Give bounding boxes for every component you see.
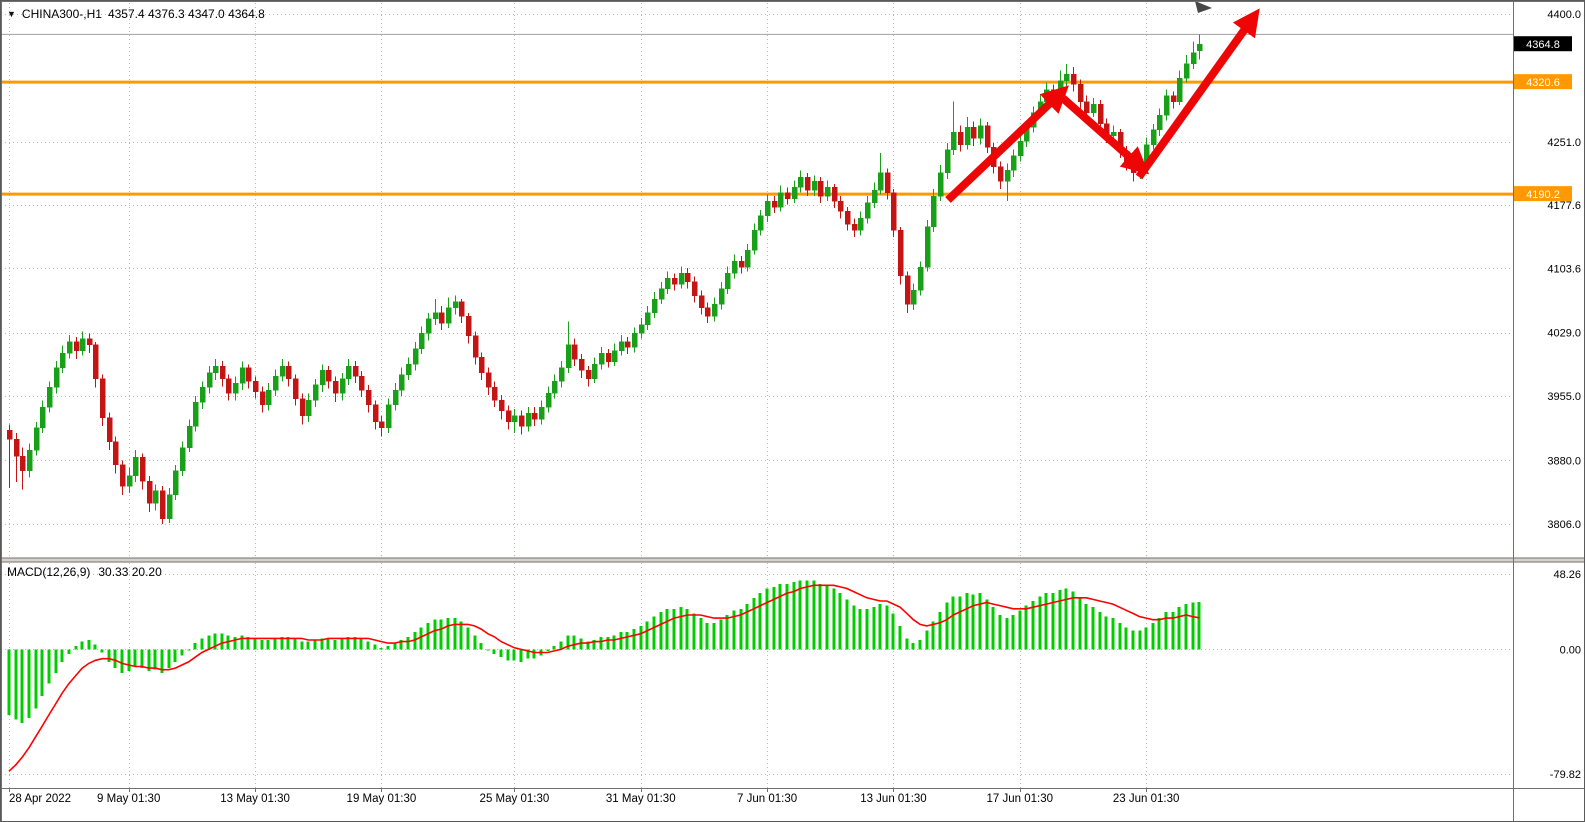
macd-axis-label: 48.26	[1553, 569, 1581, 581]
time-scale[interactable]: 28 Apr 2022 9 May 01:30 13 May 01:30 19 May…	[9, 788, 1179, 805]
price-axis-label: 4251.0	[1547, 137, 1581, 149]
price-axis-label: 4103.6	[1547, 263, 1581, 275]
mouse-cursor	[1195, 1, 1212, 13]
candlestick-series	[6, 34, 1203, 524]
macd-header: MACD(12,26,9) 30.33 20.20	[7, 565, 162, 579]
time-axis-label: 13 May 01:30	[220, 793, 290, 805]
time-axis-label: 28 Apr 2022	[9, 793, 71, 805]
macd-axis-label: -79.82	[1550, 769, 1581, 781]
price-axis-label: 3806.0	[1547, 519, 1581, 531]
time-axis-label: 25 May 01:30	[480, 793, 550, 805]
macd-indicator-values: 30.33 20.20	[98, 565, 162, 579]
price-axis-label: 3880.0	[1547, 455, 1581, 467]
time-axis-label: 23 Jun 01:30	[1113, 793, 1180, 805]
horizontal-price-lines[interactable]	[1, 33, 1513, 196]
ohlc-values: 4357.4 4376.3 4347.0 4364.8	[107, 7, 265, 21]
macd-signal-line	[8, 584, 1200, 772]
price-badge-label: 4364.8	[1526, 39, 1560, 51]
price-badge-label: 4320.6	[1526, 77, 1560, 89]
macd-gridlines	[1, 574, 1513, 775]
price-axis-label: 4029.0	[1547, 328, 1581, 340]
price-gridlines	[1, 14, 1513, 525]
macd-histogram	[7, 580, 1201, 723]
time-axis-label: 9 May 01:30	[97, 793, 160, 805]
trend-arrows-annotation[interactable]	[945, 8, 1260, 203]
time-axis-label: 7 Jun 01:30	[737, 793, 797, 805]
macd-indicator-label: MACD(12,26,9)	[7, 565, 91, 579]
chart-header: ▼ CHINA300-,H1 4357.4 4376.3 4347.0 4364…	[7, 7, 265, 21]
price-badge-label: 4190.2	[1526, 189, 1560, 201]
macd-axis-label: 0.00	[1560, 644, 1581, 656]
time-axis-label: 19 May 01:30	[347, 793, 417, 805]
macd-scale[interactable]: 48.26 0.00 -79.82	[1550, 569, 1581, 781]
price-axis-label: 4177.6	[1547, 200, 1581, 212]
chart-dropdown-icon[interactable]: ▼	[7, 9, 16, 19]
time-axis-label: 31 May 01:30	[606, 793, 676, 805]
price-axis-label: 3955.0	[1547, 391, 1581, 403]
current-price-badge	[1514, 36, 1572, 52]
time-axis-label: 17 Jun 01:30	[987, 793, 1054, 805]
pane-splitter[interactable]	[1, 557, 1585, 563]
price-axis-label: 4400.0	[1547, 9, 1581, 21]
hline-price-badge	[1514, 186, 1572, 202]
hline-price-badge	[1514, 74, 1572, 90]
symbol-period-label: CHINA300-,H1	[21, 7, 102, 21]
time-axis-label: 13 Jun 01:30	[860, 793, 927, 805]
